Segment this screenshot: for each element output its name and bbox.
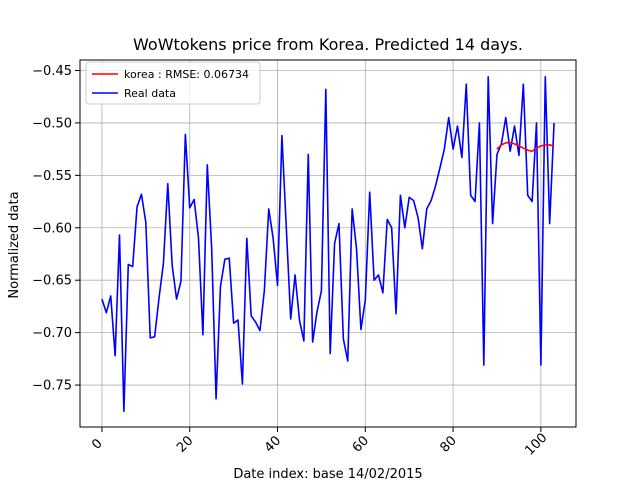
y-tick-label: −0.70	[32, 326, 72, 341]
series-line-prediction	[496, 142, 555, 153]
y-tick-label: −0.55	[32, 169, 72, 184]
legend-label-prediction: korea : RMSE: 0.06734	[124, 68, 249, 81]
y-tick-label: −0.60	[32, 221, 72, 236]
chart-title: WoWtokens price from Korea. Predicted 14…	[133, 35, 523, 54]
series-line-real-data	[101, 75, 555, 413]
y-tick-label: −0.45	[32, 64, 72, 79]
y-tick-label: −0.50	[32, 116, 72, 131]
legend-box	[85, 61, 261, 105]
x-axis-label: Date index: base 14/02/2015	[233, 467, 422, 480]
y-axis-label: Normalized data	[7, 191, 22, 298]
plot-frame	[79, 59, 577, 428]
y-tick-label: −0.75	[32, 379, 72, 394]
y-tick-label: −0.65	[32, 274, 72, 289]
y-axis-ticks: −0.45 −0.50 −0.55 −0.60 −0.65 −0.70 −0.75	[32, 64, 80, 394]
series-lines	[101, 75, 555, 413]
legend: korea : RMSE: 0.06734 Real data	[85, 61, 261, 105]
legend-label-real: Real data	[124, 87, 176, 100]
